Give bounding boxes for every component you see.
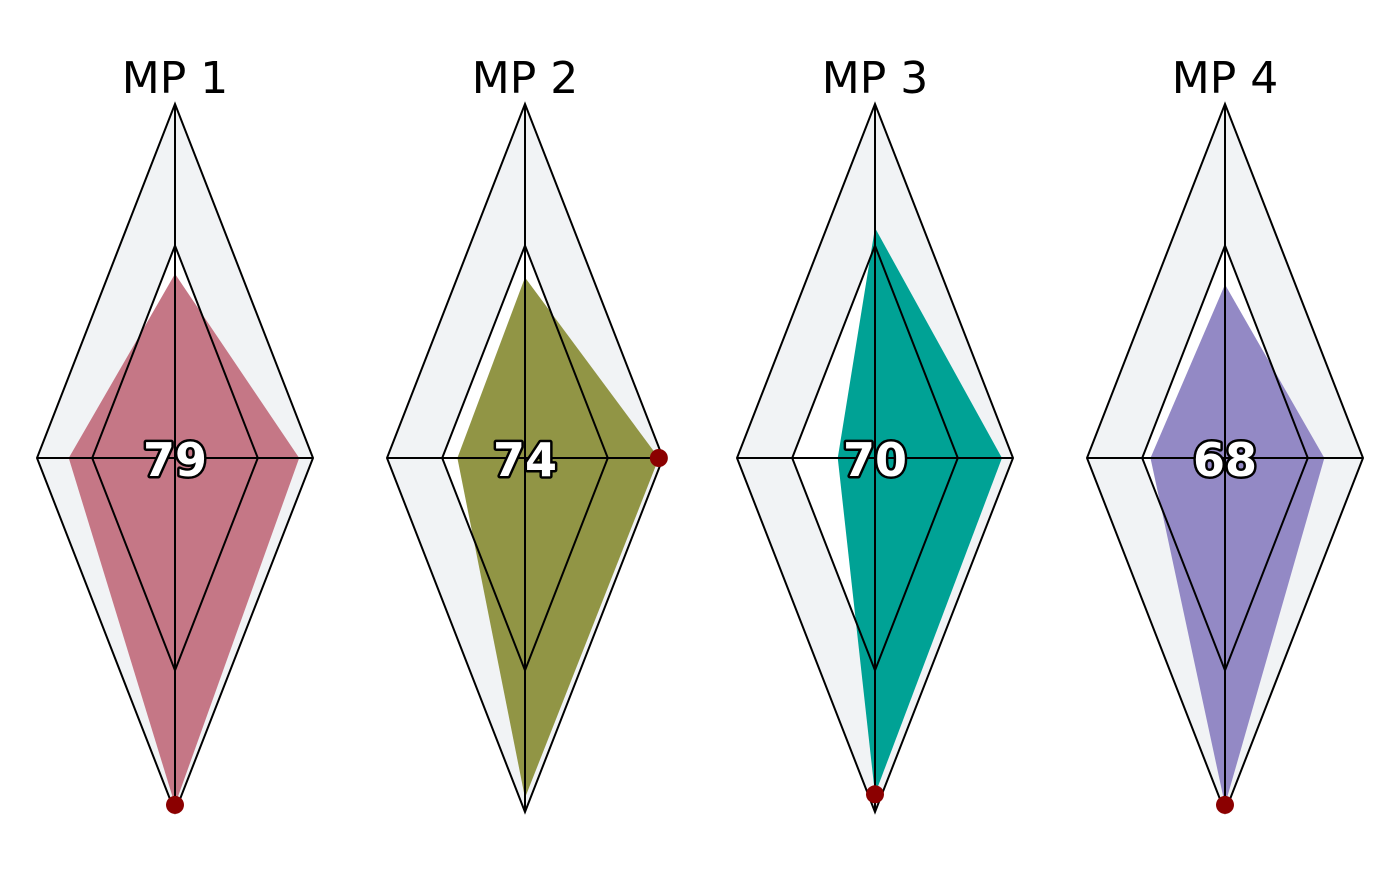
- radar-data-polygon: [837, 227, 1002, 795]
- radar-panel-3: MP 3 70: [735, 53, 1015, 815]
- radar-score-label: 79: [143, 433, 207, 487]
- radar-panel-title: MP 3: [822, 53, 928, 104]
- radar-panel-1: MP 1 79: [35, 53, 315, 815]
- radar-panel-title: MP 4: [1172, 53, 1278, 104]
- radar-panel-title: MP 1: [122, 53, 228, 104]
- radar-data-polygon: [1150, 284, 1325, 805]
- radar-score-label: 74: [493, 433, 557, 487]
- radar-highlight-dot: [166, 795, 184, 814]
- radar-data-polygon: [457, 277, 659, 798]
- radar-panel-2: MP 2 74: [385, 53, 668, 815]
- radar-panel-4: MP 4 68: [1085, 53, 1365, 815]
- radar-highlight-dot: [1216, 795, 1234, 814]
- radar-score-label: 70: [843, 433, 907, 487]
- radar-highlight-dot: [866, 785, 884, 804]
- radar-highlight-dot: [649, 449, 668, 467]
- radar-score-label: 68: [1193, 433, 1257, 487]
- radar-panel-title: MP 2: [472, 53, 578, 104]
- radar-data-polygon: [68, 273, 300, 805]
